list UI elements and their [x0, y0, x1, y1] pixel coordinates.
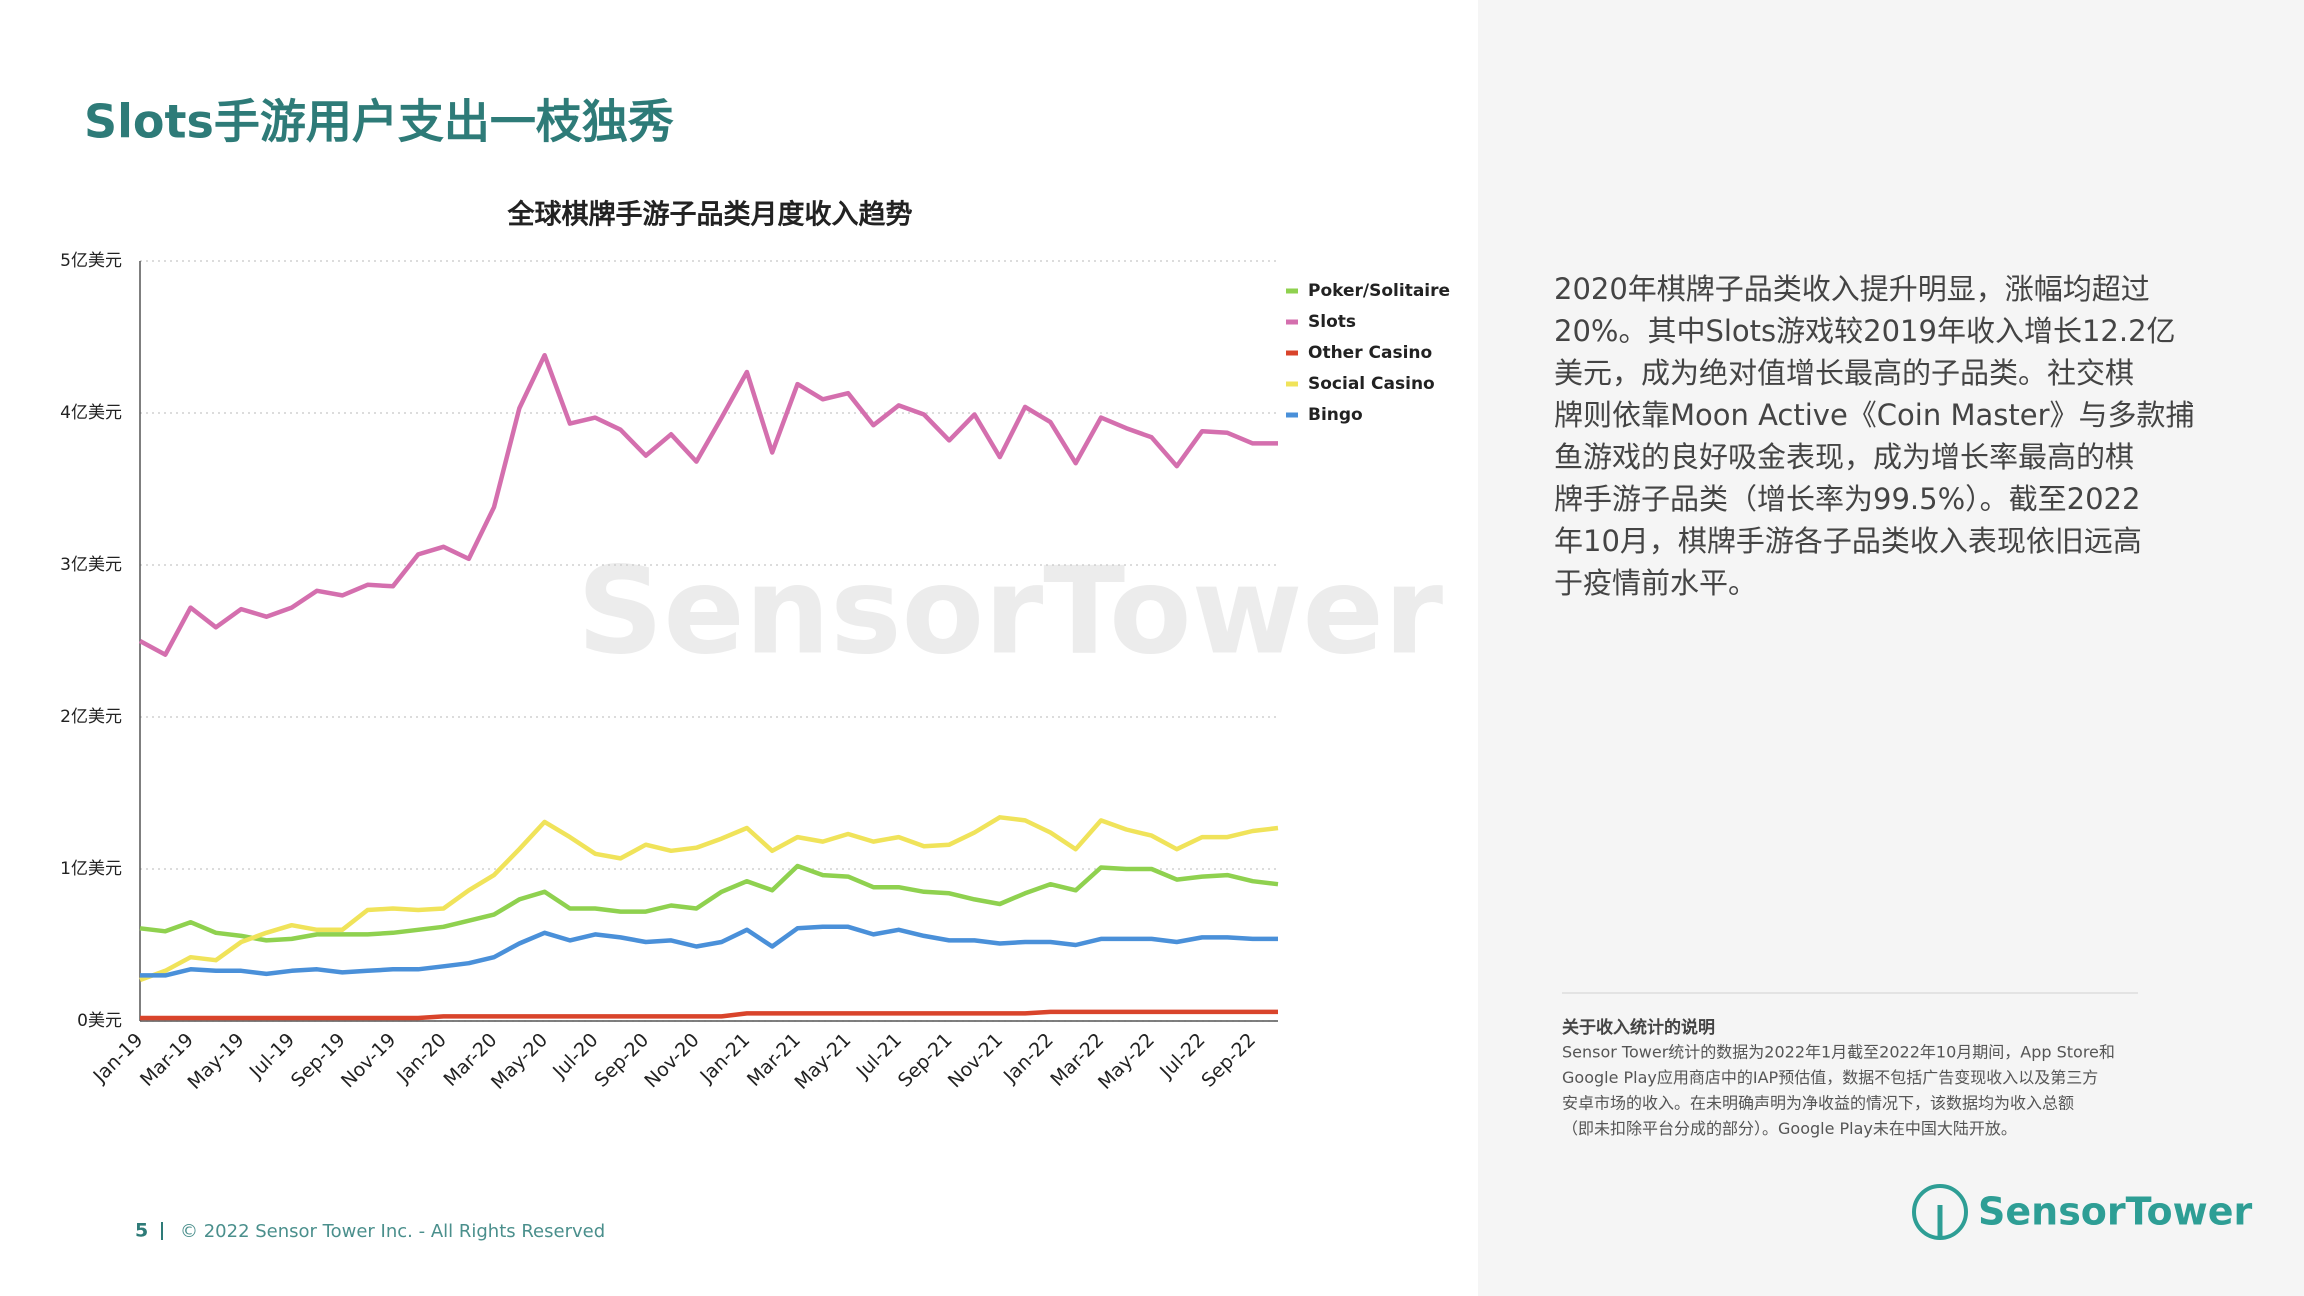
legend-label: Other Casino — [1308, 343, 1432, 363]
series-line — [140, 924, 1278, 978]
paragraph-line: 牌则依靠Moon Active《Coin Master》与多款捕 — [1554, 398, 2195, 432]
paragraph-line: 牌手游子品类（增长率为99.5%）。截至2022 — [1554, 482, 2140, 516]
y-tick-label: 2亿美元 — [60, 707, 122, 727]
y-tick-label: 5亿美元 — [60, 251, 122, 271]
y-tick-label: 4亿美元 — [60, 403, 122, 423]
series-line — [138, 352, 1278, 657]
note-line: （即未扣除平台分成的部分）。Google Play未在中国大陆开放。 — [1562, 1119, 2017, 1138]
note-line: 安卓市场的收入。在未明确声明为净收益的情况下，该数据均为收入总额 — [1562, 1094, 2074, 1113]
paragraph-line: 于疫情前水平。 — [1554, 566, 1757, 600]
paragraph-line: 2020年棋牌子品类收入提升明显，涨幅均超过 — [1554, 272, 2150, 306]
chart-title: 全球棋牌手游子品类月度收入趋势 — [507, 199, 913, 231]
side-panel — [1478, 0, 2304, 1296]
note-line: Sensor Tower统计的数据为2022年1月截至2022年10月期间，Ap… — [1562, 1043, 2115, 1062]
main-panel — [0, 0, 1478, 1296]
legend-label: Slots — [1308, 312, 1356, 332]
series-line — [139, 863, 1279, 943]
y-tick-label: 1亿美元 — [60, 859, 122, 879]
logo-icon — [1912, 1184, 1968, 1240]
series-line — [140, 1009, 1278, 1021]
y-tick-label: 0美元 — [77, 1011, 122, 1031]
legend-label: Poker/Solitaire — [1308, 281, 1450, 301]
page-title: Slots手游用户支出一枝独秀 — [84, 95, 674, 149]
paragraph-line: 鱼游戏的良好吸金表现，成为增长率最高的棋 — [1554, 440, 2134, 474]
logo-text: SensorTower — [1978, 1190, 2253, 1234]
note-line: Google Play应用商店中的IAP预估值，数据不包括广告变现收入以及第三方 — [1562, 1068, 2098, 1087]
legend-label: Social Casino — [1308, 374, 1435, 394]
paragraph-line: 年10月，棋牌手游各子品类收入表现依旧远高 — [1554, 524, 2142, 558]
watermark: SensorTower — [577, 543, 1443, 682]
y-tick-label: 3亿美元 — [60, 555, 122, 575]
series-line — [139, 815, 1279, 983]
paragraph-line: 美元，成为绝对值增长最高的子品类。社交棋 — [1554, 356, 2134, 390]
paragraph-line: 20%。其中Slots游戏较2019年收入增长12.2亿 — [1554, 314, 2176, 348]
legend-label: Bingo — [1308, 405, 1363, 425]
note-title: 关于收入统计的说明 — [1562, 1017, 1715, 1038]
page-number: 5 — [135, 1220, 148, 1242]
copyright: © 2022 Sensor Tower Inc. - All Rights Re… — [180, 1221, 605, 1242]
